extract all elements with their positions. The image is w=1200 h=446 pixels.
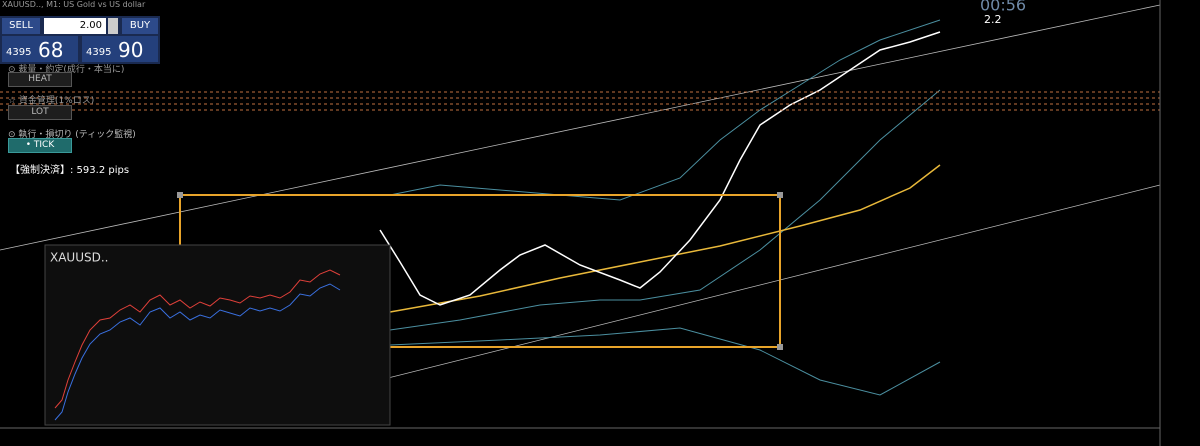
channel-line <box>379 184 1161 381</box>
sell-button[interactable]: SELL <box>2 18 40 34</box>
band-mid <box>389 89 941 331</box>
timer: 00:56 <box>980 0 1026 15</box>
buy-button[interactable]: BUY <box>122 18 158 34</box>
forced-settlement: 【強制決済】: 593.2 pips <box>10 163 129 176</box>
buy-price[interactable]: 4395 90 <box>82 36 158 62</box>
time-axis <box>0 0 1161 446</box>
tick-button[interactable]: • TICK <box>8 138 72 153</box>
lot-input[interactable]: 2.00 <box>44 18 106 34</box>
lot-button[interactable]: LOT <box>8 105 72 120</box>
window-title: XAUUSD.., M1: US Gold vs US dollar <box>2 0 146 9</box>
buy-price-big: 90 <box>118 38 144 62</box>
box-handle <box>777 192 783 198</box>
moving-average-slow <box>389 164 941 313</box>
channel-line <box>0 4 1161 251</box>
sell-price[interactable]: 4395 68 <box>2 36 78 62</box>
lot-spinner[interactable] <box>108 18 118 34</box>
menu-item: ☆ 資金管理(1%ロス) <box>8 96 95 106</box>
inset-ask-line <box>54 283 341 421</box>
trade-panel: SELL 2.00 BUY 4395 68 4395 90 <box>0 16 160 64</box>
inset-bid-line <box>54 269 341 409</box>
menu-item: ⊙ 執行・損切り (ティック監視) <box>8 130 136 140</box>
spread: 2.2 <box>984 13 1002 26</box>
band-lower <box>389 327 941 396</box>
menu-item: ⊙ 裁量・約定(成行・本当に) <box>8 65 125 75</box>
chart-decor <box>0 4 1161 396</box>
moving-average-fast <box>379 31 941 306</box>
box-handle <box>777 344 783 350</box>
heat-button[interactable]: HEAT <box>8 72 72 87</box>
sell-price-prefix: 4395 <box>6 47 32 58</box>
inset-chart: XAUUSD.. <box>44 244 391 426</box>
inset-frame <box>44 244 391 426</box>
inset-title: XAUUSD.. <box>50 251 108 265</box>
buy-price-prefix: 4395 <box>86 47 112 58</box>
box-handle <box>177 192 183 198</box>
sell-price-big: 68 <box>38 38 64 62</box>
band-upper <box>389 19 941 201</box>
